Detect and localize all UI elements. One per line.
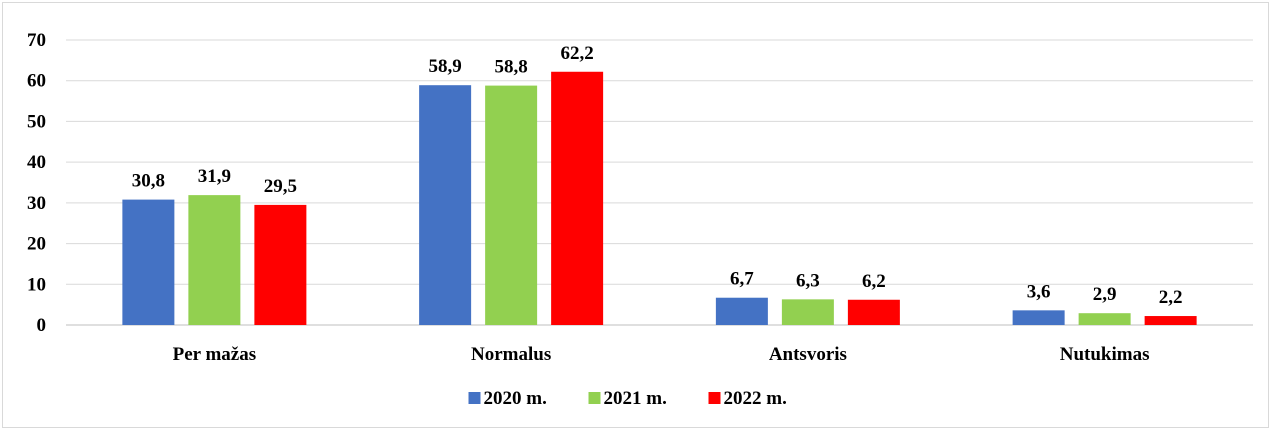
- data-label: 58,8: [495, 57, 528, 78]
- bar: [419, 85, 472, 325]
- legend-swatch: [468, 392, 481, 404]
- data-label: 6,3: [796, 270, 820, 291]
- data-label: 2,2: [1159, 287, 1183, 308]
- legend-swatch: [588, 392, 601, 404]
- data-labels: 30,8 31,9 29,5 58,9 58,8 62,2 6,7 6,3 6,2 3,6 2,9 2…: [132, 43, 1183, 308]
- category-label: Antsvoris: [769, 344, 847, 365]
- y-tick-label: 20: [27, 234, 46, 255]
- gridlines: [66, 39, 1253, 326]
- y-tick-label: 60: [27, 71, 46, 92]
- bar: [188, 195, 241, 325]
- category-labels: Per mažas Normalus Antsvoris Nutukimas: [173, 344, 1150, 365]
- data-label: 29,5: [264, 176, 297, 197]
- bar: [485, 85, 538, 325]
- data-label: 2,9: [1093, 284, 1117, 305]
- category-label: Normalus: [471, 344, 551, 365]
- y-tick-label: 40: [27, 152, 46, 173]
- bar: [1144, 316, 1197, 325]
- data-label: 30,8: [132, 171, 165, 192]
- bar: [254, 204, 307, 325]
- data-label: 6,2: [862, 271, 886, 292]
- legend-swatch: [708, 392, 721, 404]
- data-label: 31,9: [198, 166, 231, 187]
- bar: [551, 71, 604, 325]
- data-label: 62,2: [561, 43, 594, 64]
- y-tick-label: 30: [27, 193, 46, 214]
- y-axis-ticks: 0 10 20 30 40 50 60 70: [27, 30, 46, 336]
- legend-label: 2020 m.: [484, 388, 547, 409]
- bar: [122, 199, 175, 325]
- legend-label: 2021 m.: [604, 388, 667, 409]
- y-tick-label: 50: [27, 111, 46, 132]
- y-tick-label: 70: [27, 30, 46, 51]
- category-label: Nutukimas: [1060, 344, 1150, 365]
- bar: [1078, 313, 1131, 325]
- bar: [781, 299, 834, 325]
- data-label: 58,9: [429, 56, 462, 77]
- y-tick-label: 10: [27, 274, 46, 295]
- data-label: 6,7: [730, 269, 754, 290]
- legend: 2020 m. 2021 m. 2022 m.: [468, 388, 787, 409]
- category-label: Per mažas: [173, 344, 257, 365]
- bars: [122, 71, 1197, 325]
- legend-label: 2022 m.: [724, 388, 787, 409]
- data-label: 3,6: [1027, 281, 1051, 302]
- bar: [715, 297, 768, 325]
- bar: [1012, 310, 1065, 325]
- y-tick-label: 0: [37, 315, 47, 336]
- bar: [847, 299, 900, 325]
